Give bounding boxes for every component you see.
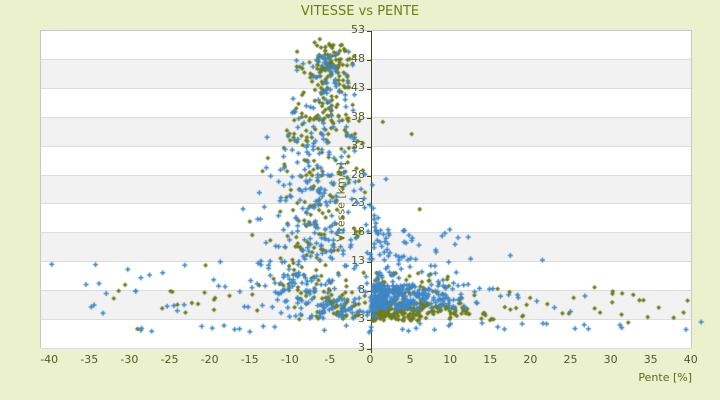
scatter-chart: VITESSE vs PENTE -40-35-30-25-20-15-10-5… [0,0,720,400]
scatter-points-canvas [0,0,720,400]
